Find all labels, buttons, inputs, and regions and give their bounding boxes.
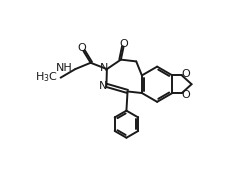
Text: O: O xyxy=(77,43,86,53)
Text: H$_3$C: H$_3$C xyxy=(35,70,58,84)
Text: N: N xyxy=(99,63,108,73)
Text: O: O xyxy=(182,90,190,100)
Text: NH: NH xyxy=(56,63,72,73)
Text: O: O xyxy=(119,39,128,49)
Text: O: O xyxy=(182,69,190,79)
Text: N: N xyxy=(99,81,107,91)
